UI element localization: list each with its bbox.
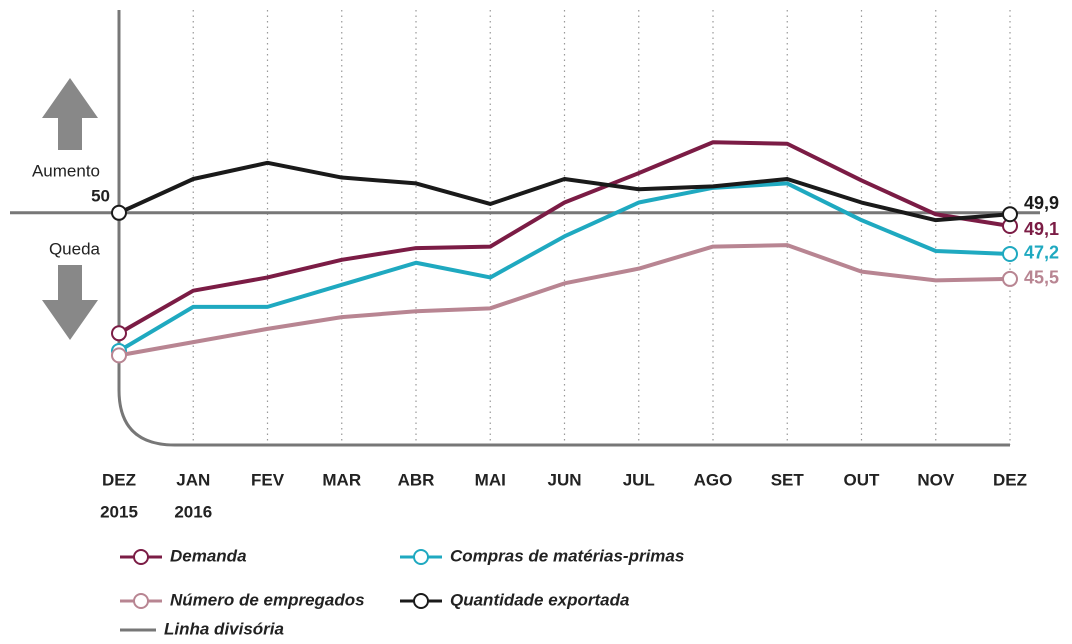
series-line bbox=[117, 181, 1011, 353]
value-label: 49,1 bbox=[1024, 219, 1059, 239]
x-tick-label: DEZ bbox=[993, 470, 1027, 489]
value-label: 47,2 bbox=[1024, 243, 1059, 263]
point-marker bbox=[1002, 270, 1018, 287]
x-tick-label: AGO bbox=[694, 470, 733, 489]
axis bbox=[117, 10, 1010, 447]
point-marker bbox=[1002, 206, 1018, 223]
point-marker bbox=[111, 347, 127, 364]
legend-label: Número de empregados bbox=[170, 590, 365, 609]
point-marker bbox=[111, 325, 127, 342]
point-marker bbox=[111, 204, 127, 221]
legend-swatch bbox=[133, 593, 149, 609]
series-line bbox=[118, 243, 1011, 358]
legend-swatch bbox=[413, 549, 429, 565]
value-label: 49,9 bbox=[1024, 193, 1059, 213]
value-label: 45,5 bbox=[1024, 268, 1059, 288]
arrows bbox=[42, 78, 98, 340]
series-line bbox=[118, 140, 1011, 336]
x-tick-label: ABR bbox=[398, 470, 435, 489]
annotation-down: Queda bbox=[49, 239, 101, 258]
legend-swatch bbox=[413, 593, 429, 609]
x-tick-label: JUL bbox=[623, 470, 655, 489]
x-tick-label: MAR bbox=[322, 470, 361, 489]
series-line bbox=[118, 160, 1011, 223]
x-tick-sublabel: 2016 bbox=[174, 502, 212, 521]
legend-label: Compras de matérias-primas bbox=[450, 546, 684, 565]
x-tick-label: DEZ bbox=[102, 470, 136, 489]
x-tick-label: JUN bbox=[547, 470, 581, 489]
legend-swatch bbox=[133, 549, 149, 565]
legend-label: Quantidade exportada bbox=[450, 590, 629, 609]
x-tick-label: FEV bbox=[251, 470, 285, 489]
up-arrow bbox=[42, 78, 98, 150]
x-tick-label: OUT bbox=[844, 470, 881, 489]
x-tick-label: JAN bbox=[176, 470, 210, 489]
x-tick-label: MAI bbox=[475, 470, 506, 489]
x-tick-label: NOV bbox=[917, 470, 955, 489]
legend-label: Linha divisória bbox=[164, 619, 284, 638]
x-tick-label: SET bbox=[771, 470, 805, 489]
annotation-up: Aumento bbox=[32, 161, 100, 180]
x-tick-sublabel: 2015 bbox=[100, 502, 138, 521]
point-marker bbox=[1002, 245, 1018, 262]
y-tick-label: 50 bbox=[91, 186, 110, 205]
legend-label: Demanda bbox=[170, 546, 247, 565]
down-arrow bbox=[42, 265, 98, 340]
